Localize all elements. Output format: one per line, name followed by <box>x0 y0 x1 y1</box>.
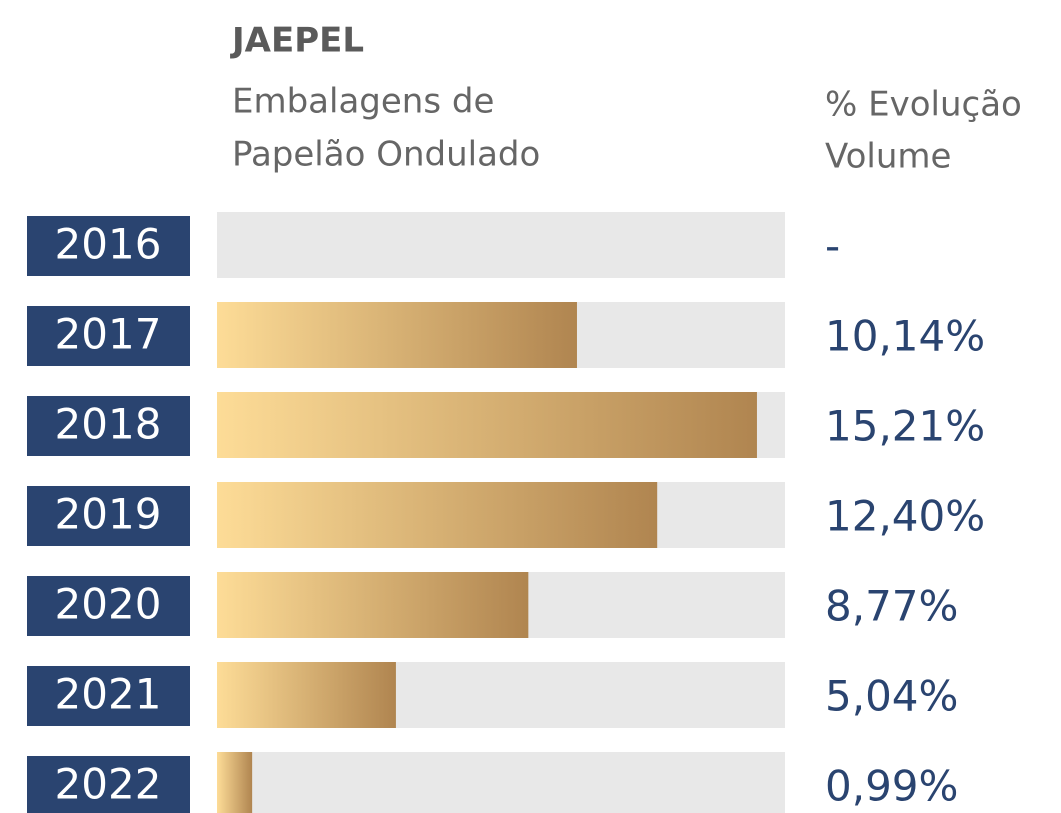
year-box <box>27 306 190 366</box>
value-label: - <box>825 222 840 271</box>
chart-title: JAEPEL <box>230 21 364 61</box>
bar-track <box>217 212 785 278</box>
year-box <box>27 756 190 813</box>
year-label: 2021 <box>55 670 162 719</box>
bar <box>217 392 757 458</box>
column-header: Volume <box>825 137 951 177</box>
year-label: 2020 <box>55 580 162 629</box>
year-label: 2019 <box>55 490 162 539</box>
year-box <box>27 666 190 726</box>
bar <box>217 662 396 728</box>
year-label: 2016 <box>55 220 162 269</box>
value-label: 0,99% <box>825 762 958 811</box>
bar <box>217 302 577 368</box>
year-box <box>27 576 190 636</box>
subtitle-line: Embalagens de <box>232 82 494 122</box>
value-label: 8,77% <box>825 582 958 631</box>
value-label: 12,40% <box>825 492 985 541</box>
value-label: 5,04% <box>825 672 958 721</box>
year-box <box>27 216 190 276</box>
bar <box>217 572 529 638</box>
bar <box>217 752 253 813</box>
year-label: 2018 <box>55 400 162 449</box>
year-box <box>27 486 190 546</box>
bar <box>217 482 658 548</box>
year-box <box>27 396 190 456</box>
year-label: 2017 <box>55 310 162 359</box>
bar-track <box>217 752 785 813</box>
value-label: 15,21% <box>825 402 985 451</box>
value-label: 10,14% <box>825 312 985 361</box>
column-header: % Evolução <box>825 85 1022 125</box>
year-label: 2022 <box>55 760 162 809</box>
subtitle-line: Papelão Ondulado <box>232 135 540 175</box>
